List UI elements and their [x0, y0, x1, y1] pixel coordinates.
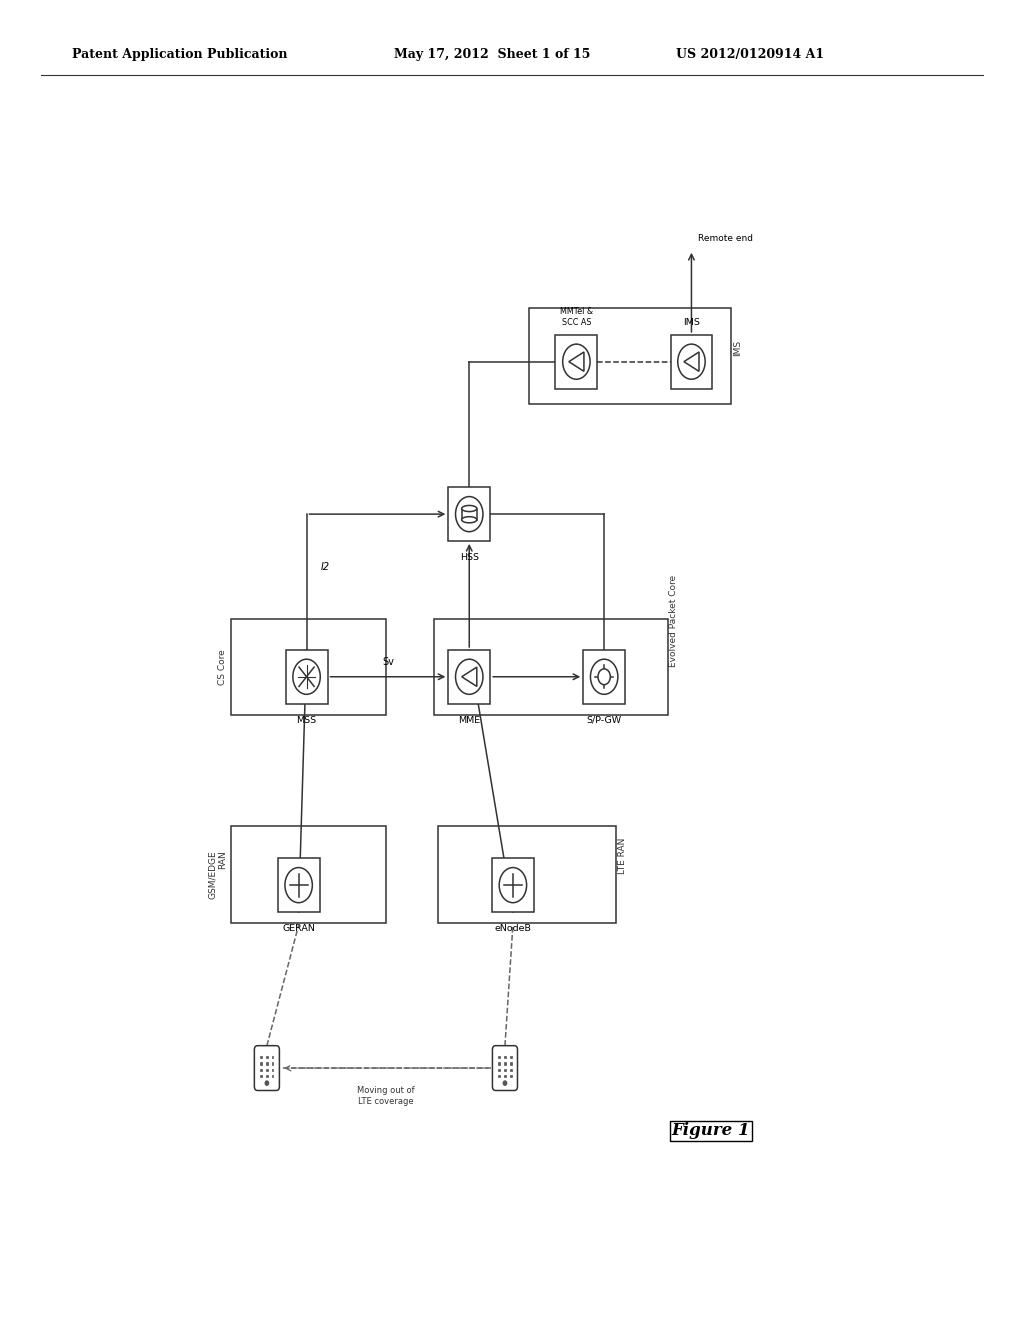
FancyBboxPatch shape [271, 1069, 273, 1071]
FancyBboxPatch shape [510, 1069, 512, 1071]
Text: IMS: IMS [733, 341, 742, 356]
FancyBboxPatch shape [271, 1063, 273, 1065]
FancyBboxPatch shape [555, 335, 597, 388]
Text: Patent Application Publication: Patent Application Publication [72, 48, 287, 61]
Text: HSS: HSS [460, 553, 479, 562]
FancyBboxPatch shape [286, 649, 328, 704]
Text: Evolved Packet Core: Evolved Packet Core [670, 576, 679, 667]
Text: MSS: MSS [297, 715, 316, 725]
FancyBboxPatch shape [231, 826, 386, 923]
FancyBboxPatch shape [433, 619, 668, 715]
FancyBboxPatch shape [584, 649, 625, 704]
FancyBboxPatch shape [504, 1069, 506, 1071]
FancyBboxPatch shape [260, 1056, 262, 1059]
Circle shape [598, 669, 610, 685]
FancyBboxPatch shape [266, 1063, 268, 1065]
FancyBboxPatch shape [492, 858, 534, 912]
Circle shape [456, 659, 483, 694]
Text: eNodeB: eNodeB [495, 924, 531, 933]
FancyBboxPatch shape [528, 308, 731, 404]
Circle shape [499, 867, 526, 903]
Circle shape [285, 867, 312, 903]
Polygon shape [684, 352, 699, 371]
FancyBboxPatch shape [231, 619, 386, 715]
Ellipse shape [462, 516, 477, 523]
Polygon shape [569, 352, 584, 371]
FancyBboxPatch shape [493, 1045, 517, 1090]
FancyBboxPatch shape [510, 1056, 512, 1059]
Text: S/P-GW: S/P-GW [587, 715, 622, 725]
FancyBboxPatch shape [260, 1063, 262, 1065]
Text: IMS: IMS [683, 318, 699, 327]
Circle shape [265, 1081, 268, 1085]
Text: Remote end: Remote end [697, 234, 753, 243]
Circle shape [591, 659, 617, 694]
Text: Sv: Sv [382, 656, 394, 667]
FancyBboxPatch shape [254, 1045, 280, 1090]
FancyBboxPatch shape [499, 1074, 501, 1077]
Text: I2: I2 [321, 562, 330, 572]
FancyBboxPatch shape [504, 1074, 506, 1077]
Text: Figure 1: Figure 1 [672, 1122, 751, 1139]
FancyBboxPatch shape [266, 1074, 268, 1077]
Text: MMTel &
SCC AS: MMTel & SCC AS [560, 308, 593, 327]
FancyBboxPatch shape [504, 1063, 506, 1065]
FancyBboxPatch shape [504, 1056, 506, 1059]
FancyBboxPatch shape [266, 1056, 268, 1059]
Text: GERAN: GERAN [283, 924, 315, 933]
FancyBboxPatch shape [260, 1069, 262, 1071]
Circle shape [678, 345, 706, 379]
FancyBboxPatch shape [499, 1063, 501, 1065]
FancyBboxPatch shape [499, 1069, 501, 1071]
FancyBboxPatch shape [449, 487, 490, 541]
Text: Moving out of
LTE coverage: Moving out of LTE coverage [357, 1086, 415, 1106]
Circle shape [293, 659, 321, 694]
FancyBboxPatch shape [271, 1074, 273, 1077]
FancyBboxPatch shape [278, 858, 319, 912]
FancyBboxPatch shape [510, 1063, 512, 1065]
FancyBboxPatch shape [437, 826, 616, 923]
Circle shape [562, 345, 590, 379]
FancyBboxPatch shape [499, 1056, 501, 1059]
FancyBboxPatch shape [260, 1074, 262, 1077]
Ellipse shape [462, 506, 477, 512]
FancyBboxPatch shape [449, 649, 490, 704]
FancyBboxPatch shape [671, 335, 713, 388]
Text: May 17, 2012  Sheet 1 of 15: May 17, 2012 Sheet 1 of 15 [394, 48, 591, 61]
Circle shape [456, 496, 483, 532]
Polygon shape [462, 667, 477, 686]
FancyBboxPatch shape [510, 1074, 512, 1077]
Text: US 2012/0120914 A1: US 2012/0120914 A1 [676, 48, 824, 61]
Text: LTE RAN: LTE RAN [617, 838, 627, 874]
Circle shape [504, 1081, 507, 1085]
FancyBboxPatch shape [271, 1056, 273, 1059]
Text: MME: MME [458, 715, 480, 725]
Text: CS Core: CS Core [218, 649, 227, 685]
FancyBboxPatch shape [266, 1069, 268, 1071]
Text: GSM/EDGE
RAN: GSM/EDGE RAN [208, 850, 227, 899]
